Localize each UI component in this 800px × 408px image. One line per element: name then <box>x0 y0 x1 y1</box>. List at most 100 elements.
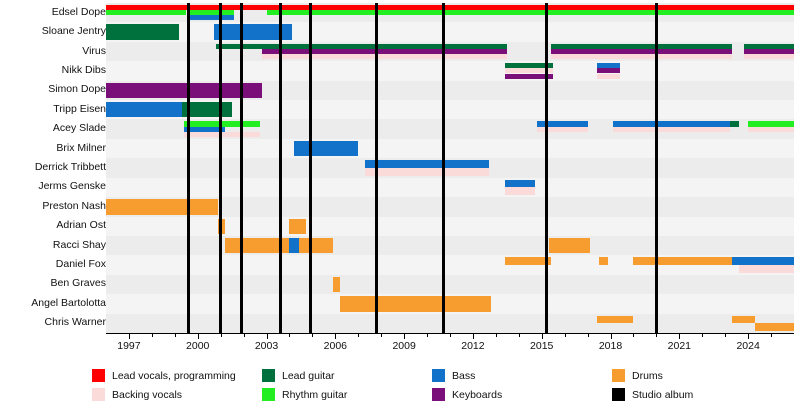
timeline-bar-drums <box>633 257 733 266</box>
axis-tick-label: 2012 <box>461 340 485 352</box>
timeline-bar-keyboards <box>743 48 794 55</box>
timeline-bar-rhythm_guitar <box>106 10 187 16</box>
timeline-bar-bass <box>106 102 182 118</box>
axis-minor-tick <box>656 333 658 337</box>
band-membership-timeline: Edsel Dope Sloane Jentry Virus Nikk Dibs Sim… <box>31 3 794 333</box>
timeline-row-band <box>106 138 794 159</box>
timeline-row-band <box>106 100 794 120</box>
row-label-chris-warner: Chris Warner <box>44 316 106 329</box>
timeline-row-band <box>106 255 794 275</box>
legend-item[interactable]: Keyboards <box>432 388 612 401</box>
timeline-bar-backing_vocals <box>365 168 489 176</box>
timeline-bar-lead_guitar <box>106 24 180 40</box>
axis-minor-tick <box>312 333 314 337</box>
studio-album-marker <box>308 3 312 333</box>
timeline-bar-rhythm_guitar <box>266 10 794 16</box>
legend-item[interactable]: Backing vocals <box>92 388 262 401</box>
legend-label: Bass <box>452 369 476 382</box>
legend-item[interactable]: Bass <box>432 369 612 382</box>
axis-tick-label: 2009 <box>392 340 416 352</box>
axis-major-tick <box>610 333 612 339</box>
timeline-row-band <box>106 158 794 178</box>
axis-tick-label: 2018 <box>598 340 623 352</box>
axis-major-tick <box>472 333 474 339</box>
timeline-bar-backing_vocals <box>612 126 730 132</box>
timeline-row-band <box>106 313 794 333</box>
row-label-sloane-jentry: Sloane Jentry <box>41 25 106 38</box>
timeline-bar-drums <box>339 296 492 312</box>
axis-tick-label: 2015 <box>530 340 554 352</box>
row-label-jerms-genske: Jerms Genske <box>38 180 106 193</box>
legend-swatch-icon <box>92 388 105 401</box>
legend-swatch-icon <box>612 369 625 382</box>
timeline-bar-bass <box>612 121 730 127</box>
timeline-bar-keyboards <box>550 48 733 55</box>
timeline-bar-drums <box>289 218 306 234</box>
timeline-row-band <box>106 61 794 81</box>
timeline-row-band <box>106 235 794 256</box>
axis-major-tick <box>541 333 543 339</box>
row-label-acey-slade: Acey Slade <box>52 122 106 135</box>
axis-minor-tick <box>289 333 291 337</box>
axis-major-tick <box>679 333 681 339</box>
timeline-bar-lead_vocals <box>106 5 794 11</box>
axis-minor-tick <box>381 333 383 337</box>
axis-major-tick <box>748 333 750 339</box>
axis-minor-tick <box>564 333 566 337</box>
axis-minor-tick <box>495 333 497 337</box>
timeline-bar-lead_guitar <box>216 43 508 49</box>
timeline-bar-backing_vocals <box>505 68 554 74</box>
timeline-bar-keyboards <box>106 82 262 99</box>
timeline-bar-drums <box>548 237 590 254</box>
legend-swatch-icon <box>612 388 625 401</box>
axis-major-tick <box>266 333 268 339</box>
timeline-bar-drums <box>755 323 794 331</box>
plot-area <box>106 3 794 333</box>
axis-minor-tick <box>587 333 589 337</box>
studio-album-marker <box>544 3 548 333</box>
axis-minor-tick <box>151 333 153 337</box>
legend-item[interactable]: Studio album <box>612 388 777 401</box>
axis-tick-label: 2021 <box>667 340 692 352</box>
legend-label: Rhythm guitar <box>282 388 348 401</box>
row-label-nikk-dibs: Nikk Dibs <box>61 63 106 76</box>
row-label-brix-milner: Brix Milner <box>56 141 106 154</box>
studio-album-marker <box>239 3 243 333</box>
timeline-bar-bass <box>537 121 588 127</box>
timeline-bar-backing_vocals <box>537 126 588 132</box>
row-label-daniel-fox: Daniel Fox <box>55 258 106 271</box>
studio-album-marker <box>441 3 445 333</box>
timeline-bar-drums <box>599 257 609 266</box>
legend-label: Backing vocals <box>112 388 183 401</box>
timeline-bar-bass <box>365 160 489 168</box>
row-label-preston-nash: Preston Nash <box>42 199 106 212</box>
timeline-row-band <box>106 177 794 198</box>
row-label-racci-shay: Racci Shay <box>52 238 106 251</box>
timeline-bar-drums <box>732 315 755 324</box>
timeline-bar-backing_vocals <box>596 73 620 79</box>
timeline-row-band <box>106 216 794 236</box>
row-label-adrian-ost: Adrian Ost <box>56 219 106 232</box>
timeline-bar-backing_vocals <box>738 265 794 273</box>
timeline-bar-keyboards <box>596 68 620 74</box>
timeline-row-band <box>106 80 794 101</box>
row-label-ben-graves: Ben Graves <box>50 277 106 290</box>
axis-minor-tick <box>220 333 222 337</box>
timeline-bar-bass <box>188 15 235 21</box>
x-axis: 1997 2000 2003 2006 2009 2012 2015 2018 2021 2024 <box>106 333 794 355</box>
timeline-row-band <box>106 197 794 217</box>
studio-album-marker <box>187 3 191 333</box>
legend-item[interactable]: Lead vocals, programming <box>92 369 262 382</box>
axis-minor-tick <box>243 333 245 337</box>
axis-minor-tick <box>358 333 360 337</box>
legend-swatch-icon <box>432 369 445 382</box>
legend-label: Lead vocals, programming <box>112 369 236 382</box>
axis-tick-label: 2003 <box>254 340 279 352</box>
row-label-simon-dope: Simon Dope <box>48 83 106 96</box>
legend-item[interactable]: Drums <box>612 369 777 382</box>
legend-item[interactable]: Lead guitar <box>262 369 432 382</box>
timeline-bar-backing_vocals <box>261 54 508 60</box>
legend-item[interactable]: Rhythm guitar <box>262 388 432 401</box>
legend-swatch-icon <box>432 388 445 401</box>
timeline-bar-bass <box>294 140 359 157</box>
